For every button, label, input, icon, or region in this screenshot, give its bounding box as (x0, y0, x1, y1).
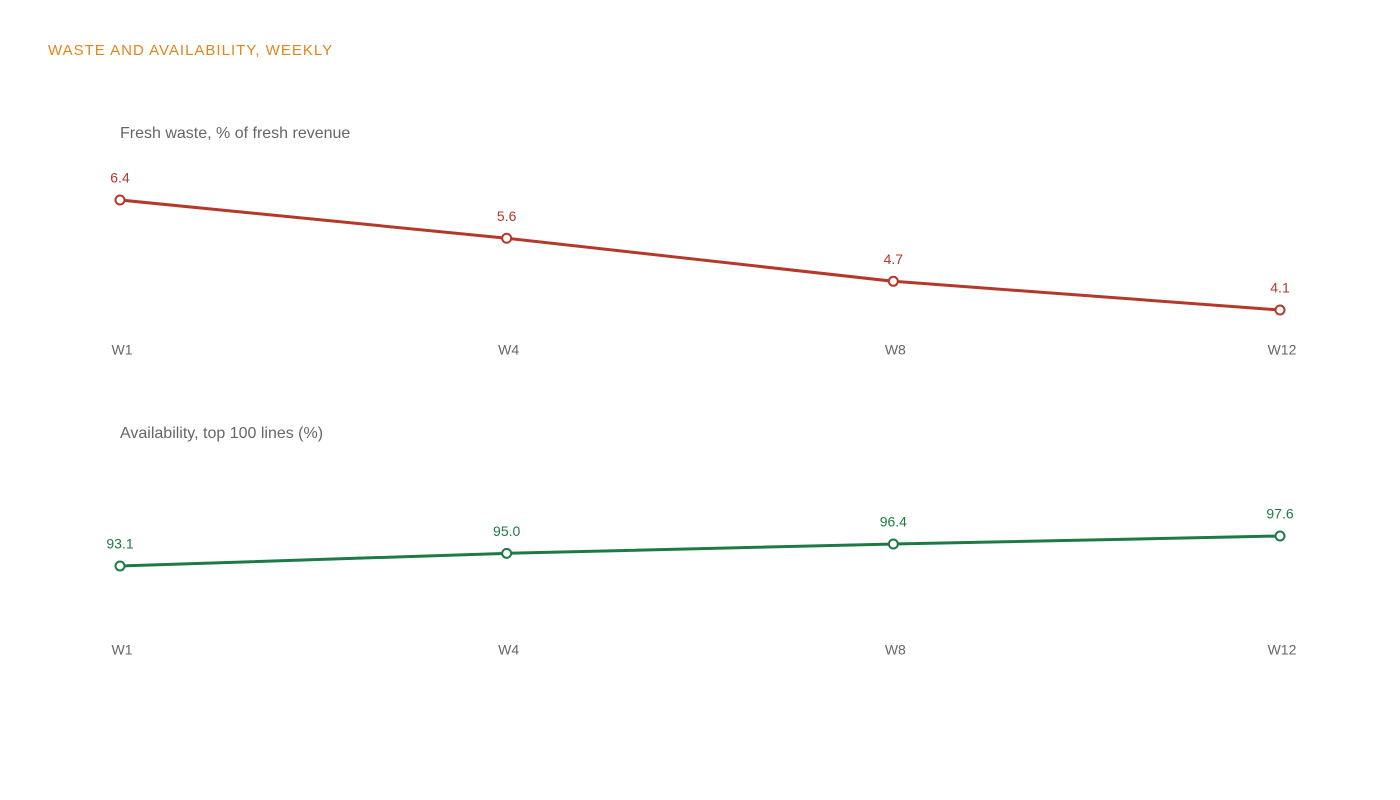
value-label: 5.6 (497, 208, 517, 224)
value-label: 93.1 (106, 536, 133, 552)
value-label: 6.4 (110, 170, 130, 186)
point (887, 538, 899, 550)
value-label: 97.6 (1266, 506, 1293, 522)
value-label: 4.7 (884, 251, 904, 267)
x-tick-label: W12 (1268, 342, 1297, 358)
x-tick-label: W4 (498, 342, 519, 358)
x-tick-label: W8 (885, 642, 906, 658)
value-label: 96.4 (880, 514, 907, 530)
chart-title: Fresh waste, % of fresh revenue (120, 125, 350, 142)
line (119, 198, 1281, 312)
page-title: WASTE AND AVAILABILITY, WEEKLY (48, 42, 333, 59)
point (501, 232, 513, 244)
point (1274, 304, 1286, 316)
point (114, 194, 126, 206)
point (501, 547, 513, 559)
x-tick-label: W8 (885, 342, 906, 358)
point (114, 560, 126, 572)
point (887, 275, 899, 287)
point (1274, 530, 1286, 542)
x-tick-label: W12 (1268, 642, 1297, 658)
x-tick-label: W1 (112, 642, 133, 658)
x-tick-label: W4 (498, 642, 519, 658)
x-tick-label: W1 (112, 342, 133, 358)
line (119, 534, 1281, 568)
chart-title: Availability, top 100 lines (%) (120, 425, 323, 442)
value-label: 95.0 (493, 523, 520, 539)
value-label: 4.1 (1270, 280, 1290, 296)
